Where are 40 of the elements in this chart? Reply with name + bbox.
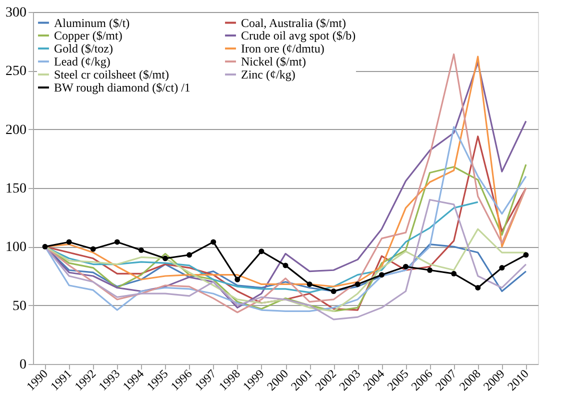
y-tick-label: 50: [12, 298, 26, 314]
y-tick-label: 250: [6, 64, 26, 80]
y-tick-label: 300: [6, 6, 26, 20]
point: [451, 270, 457, 276]
legend-label: Aluminum ($/t): [54, 16, 130, 30]
legend-label: Coal, Australia ($/mt): [241, 16, 346, 30]
legend-label: Copper ($/mt): [54, 28, 122, 42]
point: [258, 248, 264, 254]
point: [378, 272, 384, 278]
point: [138, 247, 144, 253]
point: [42, 244, 48, 250]
point: [210, 239, 216, 245]
legend-label: Nickel ($/mt): [241, 54, 306, 68]
point: [523, 252, 529, 258]
legend-label: Lead (¢/kg): [54, 54, 110, 68]
legend-label: Gold ($/toz): [54, 42, 113, 56]
point: [282, 262, 288, 268]
legend-label: BW rough diamond ($/ct) /1: [54, 80, 190, 94]
y-tick-label: 150: [6, 182, 26, 196]
point: [475, 285, 481, 290]
point: [427, 267, 433, 273]
point: [90, 246, 96, 252]
point: [186, 252, 192, 258]
point: [306, 281, 312, 287]
point: [403, 264, 408, 270]
point: [114, 239, 120, 245]
y-tick-label: 0: [20, 358, 26, 372]
y-tick-label: 200: [6, 122, 26, 138]
point: [66, 239, 72, 245]
legend-label: Iron ore (¢/dmtu): [241, 42, 324, 56]
x-tick-label: 1991: [48, 366, 75, 394]
point: [234, 276, 240, 282]
point: [330, 288, 336, 294]
point: [499, 265, 505, 271]
point: [162, 256, 168, 262]
legend-label: Crude oil avg spot ($/b): [241, 28, 356, 42]
point: [354, 281, 360, 287]
y-tick-label: 100: [6, 240, 26, 256]
legend-label: Zinc (¢/kg): [241, 68, 296, 82]
legend-label: Steel cr coilsheet ($/mt): [54, 68, 169, 82]
